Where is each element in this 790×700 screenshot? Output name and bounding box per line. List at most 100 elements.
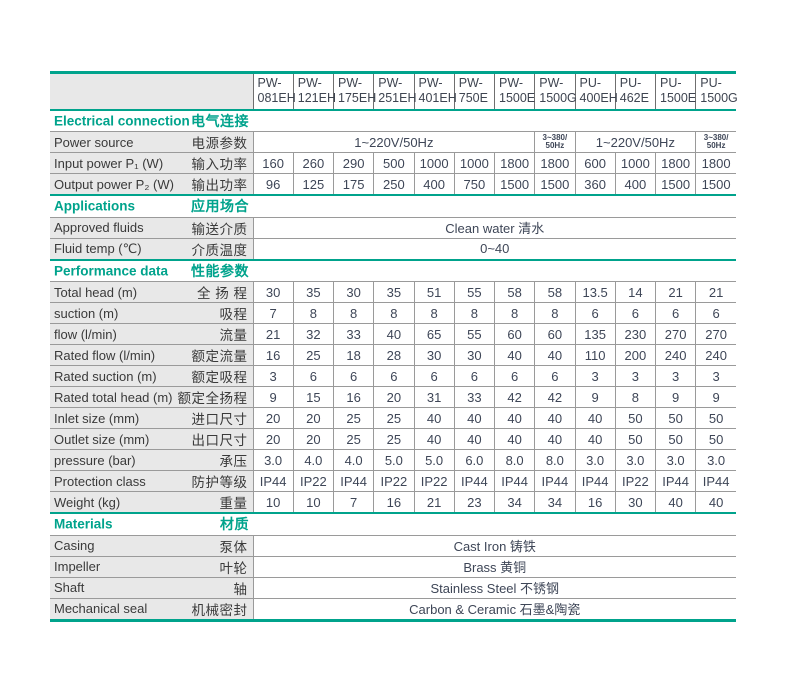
value-cell: 40 <box>493 344 535 366</box>
value-cell: 6 <box>292 365 334 387</box>
model-header-line: PW- <box>297 76 322 91</box>
model-header: PW- 251EH <box>373 72 417 110</box>
table-row: Shaft 轴 Stainless Steel 不锈钢 <box>50 577 736 599</box>
table-row: Input power P₁ (W) 输入功率 160 260 290 500 1000 10… <box>50 152 736 174</box>
value-cell: 360 <box>574 173 616 196</box>
value-cell: 55 <box>453 323 495 345</box>
model-header-line: 251EH <box>378 91 417 106</box>
value-cell: 6 <box>654 302 696 324</box>
value-cell: 6 <box>695 302 736 324</box>
span-value-cell: 3~380/50Hz <box>695 131 736 153</box>
row-label-zh: 防护等级 <box>168 470 253 492</box>
model-header: PU- 1500E <box>654 72 697 110</box>
value-cell: 270 <box>654 323 696 345</box>
model-header: PU- 1500G <box>695 72 738 110</box>
value-cell: 3 <box>654 365 696 387</box>
table-row: Inlet size (mm) 进口尺寸 20 20 25 25 40 40 40 40 40 50 5… <box>50 407 736 429</box>
row-label-zh: 泵体 <box>168 535 253 557</box>
value-cell: 20 <box>252 407 294 429</box>
value-cell: 3 <box>614 365 656 387</box>
model-header-line: 121EH <box>297 91 336 106</box>
row-label-en: Approved fluids <box>50 217 168 239</box>
row-label-en: Total head (m) <box>50 281 168 303</box>
value-cell: 15 <box>292 386 334 408</box>
value-cell: 3.0 <box>252 449 294 471</box>
value-cell: IP44 <box>252 470 294 492</box>
value-cell: 40 <box>654 491 696 514</box>
table-row: Weight (kg) 重量 10 10 7 16 21 23 34 34 16 30 40 40 <box>50 491 736 514</box>
section-title-en: Electrical connection <box>54 113 190 129</box>
row-label-zh: 机械密封 <box>168 598 253 621</box>
value-cell: 20 <box>373 386 414 408</box>
row-label-zh: 重量 <box>168 491 253 514</box>
value-cell: 40 <box>453 428 495 450</box>
span-value-cell: Clean water 清水 <box>252 217 736 239</box>
value-cell: 1800 <box>654 152 696 174</box>
value-cell: 40 <box>695 491 736 514</box>
value-cell: 1000 <box>413 152 455 174</box>
value-cell: 1800 <box>493 152 535 174</box>
row-label-en: pressure (bar) <box>50 449 168 471</box>
row-label-zh: 输送介质 <box>168 217 253 239</box>
value-cell: 50 <box>654 407 696 429</box>
value-cell: 500 <box>373 152 414 174</box>
model-header-line: PW- <box>378 76 403 91</box>
value-cell: 600 <box>574 152 616 174</box>
row-label-en: Rated flow (l/min) <box>50 344 168 366</box>
value-cell: 50 <box>654 428 696 450</box>
value-cell: 25 <box>292 344 334 366</box>
model-header-line: 1500E <box>660 91 697 106</box>
value-cell: 50 <box>614 428 656 450</box>
value-cell: 40 <box>574 407 616 429</box>
span-value-cell: 0~40 <box>252 238 736 260</box>
table-row: Protection class 防护等级 IP44 IP22 IP44 IP22 IP22… <box>50 470 736 492</box>
value-cell: 51 <box>413 281 455 303</box>
row-label-zh: 全 扬 程 <box>168 281 253 303</box>
model-header: PW- 401EH <box>413 72 457 110</box>
value-cell: 6 <box>453 365 495 387</box>
value-cell: 1500 <box>695 173 736 196</box>
value-cell: 3.0 <box>574 449 616 471</box>
value-cell: 21 <box>252 323 294 345</box>
value-cell: 25 <box>332 407 374 429</box>
value-cell: IP22 <box>373 470 414 492</box>
value-cell: 7 <box>332 491 374 514</box>
model-header: PW- 175EH <box>332 72 376 110</box>
value-cell: 9 <box>654 386 696 408</box>
table-row: Outlet size (mm) 出口尺寸 20 20 25 25 40 40 40 40 40 50… <box>50 428 736 450</box>
value-cell: 6 <box>614 302 656 324</box>
value-cell: 6 <box>534 365 575 387</box>
value-cell: 30 <box>413 344 455 366</box>
value-cell: 8 <box>332 302 374 324</box>
value-cell: 10 <box>252 491 294 514</box>
value-cell: IP44 <box>453 470 495 492</box>
table-corner <box>50 72 253 110</box>
model-header-line: PW- <box>418 76 443 91</box>
model-header-line: 750E <box>458 91 488 106</box>
value-cell: 240 <box>654 344 696 366</box>
value-cell: 4.0 <box>332 449 374 471</box>
table-row: Output power P₂ (W) 输出功率 96 125 175 250 400 750… <box>50 173 736 196</box>
table-row: flow (l/min) 流量 21 32 33 40 65 55 60 60 135 230 270 2… <box>50 323 736 345</box>
value-cell: 200 <box>614 344 656 366</box>
row-label-zh: 额定全扬程 <box>168 386 253 408</box>
row-label-zh: 承压 <box>168 449 253 471</box>
value-cell: 13.5 <box>574 281 616 303</box>
value-cell: 6 <box>332 365 374 387</box>
value-cell: 40 <box>534 407 575 429</box>
row-label-en: Weight (kg) <box>50 491 168 514</box>
row-label-zh: 出口尺寸 <box>168 428 253 450</box>
value-cell: 125 <box>292 173 334 196</box>
value-cell: 9 <box>695 386 736 408</box>
value-cell: 230 <box>614 323 656 345</box>
model-header-line: PW- <box>338 76 363 91</box>
span-value-line: 3~380/ <box>703 132 729 142</box>
section-title-zh: 性能参数 <box>191 262 249 279</box>
value-cell: 40 <box>373 323 414 345</box>
row-label-zh: 额定流量 <box>168 344 253 366</box>
value-cell: 40 <box>413 407 455 429</box>
value-cell: 8.0 <box>534 449 575 471</box>
row-label-en: Fluid temp (℃) <box>50 238 168 260</box>
value-cell: 290 <box>332 152 374 174</box>
value-cell: 14 <box>614 281 656 303</box>
